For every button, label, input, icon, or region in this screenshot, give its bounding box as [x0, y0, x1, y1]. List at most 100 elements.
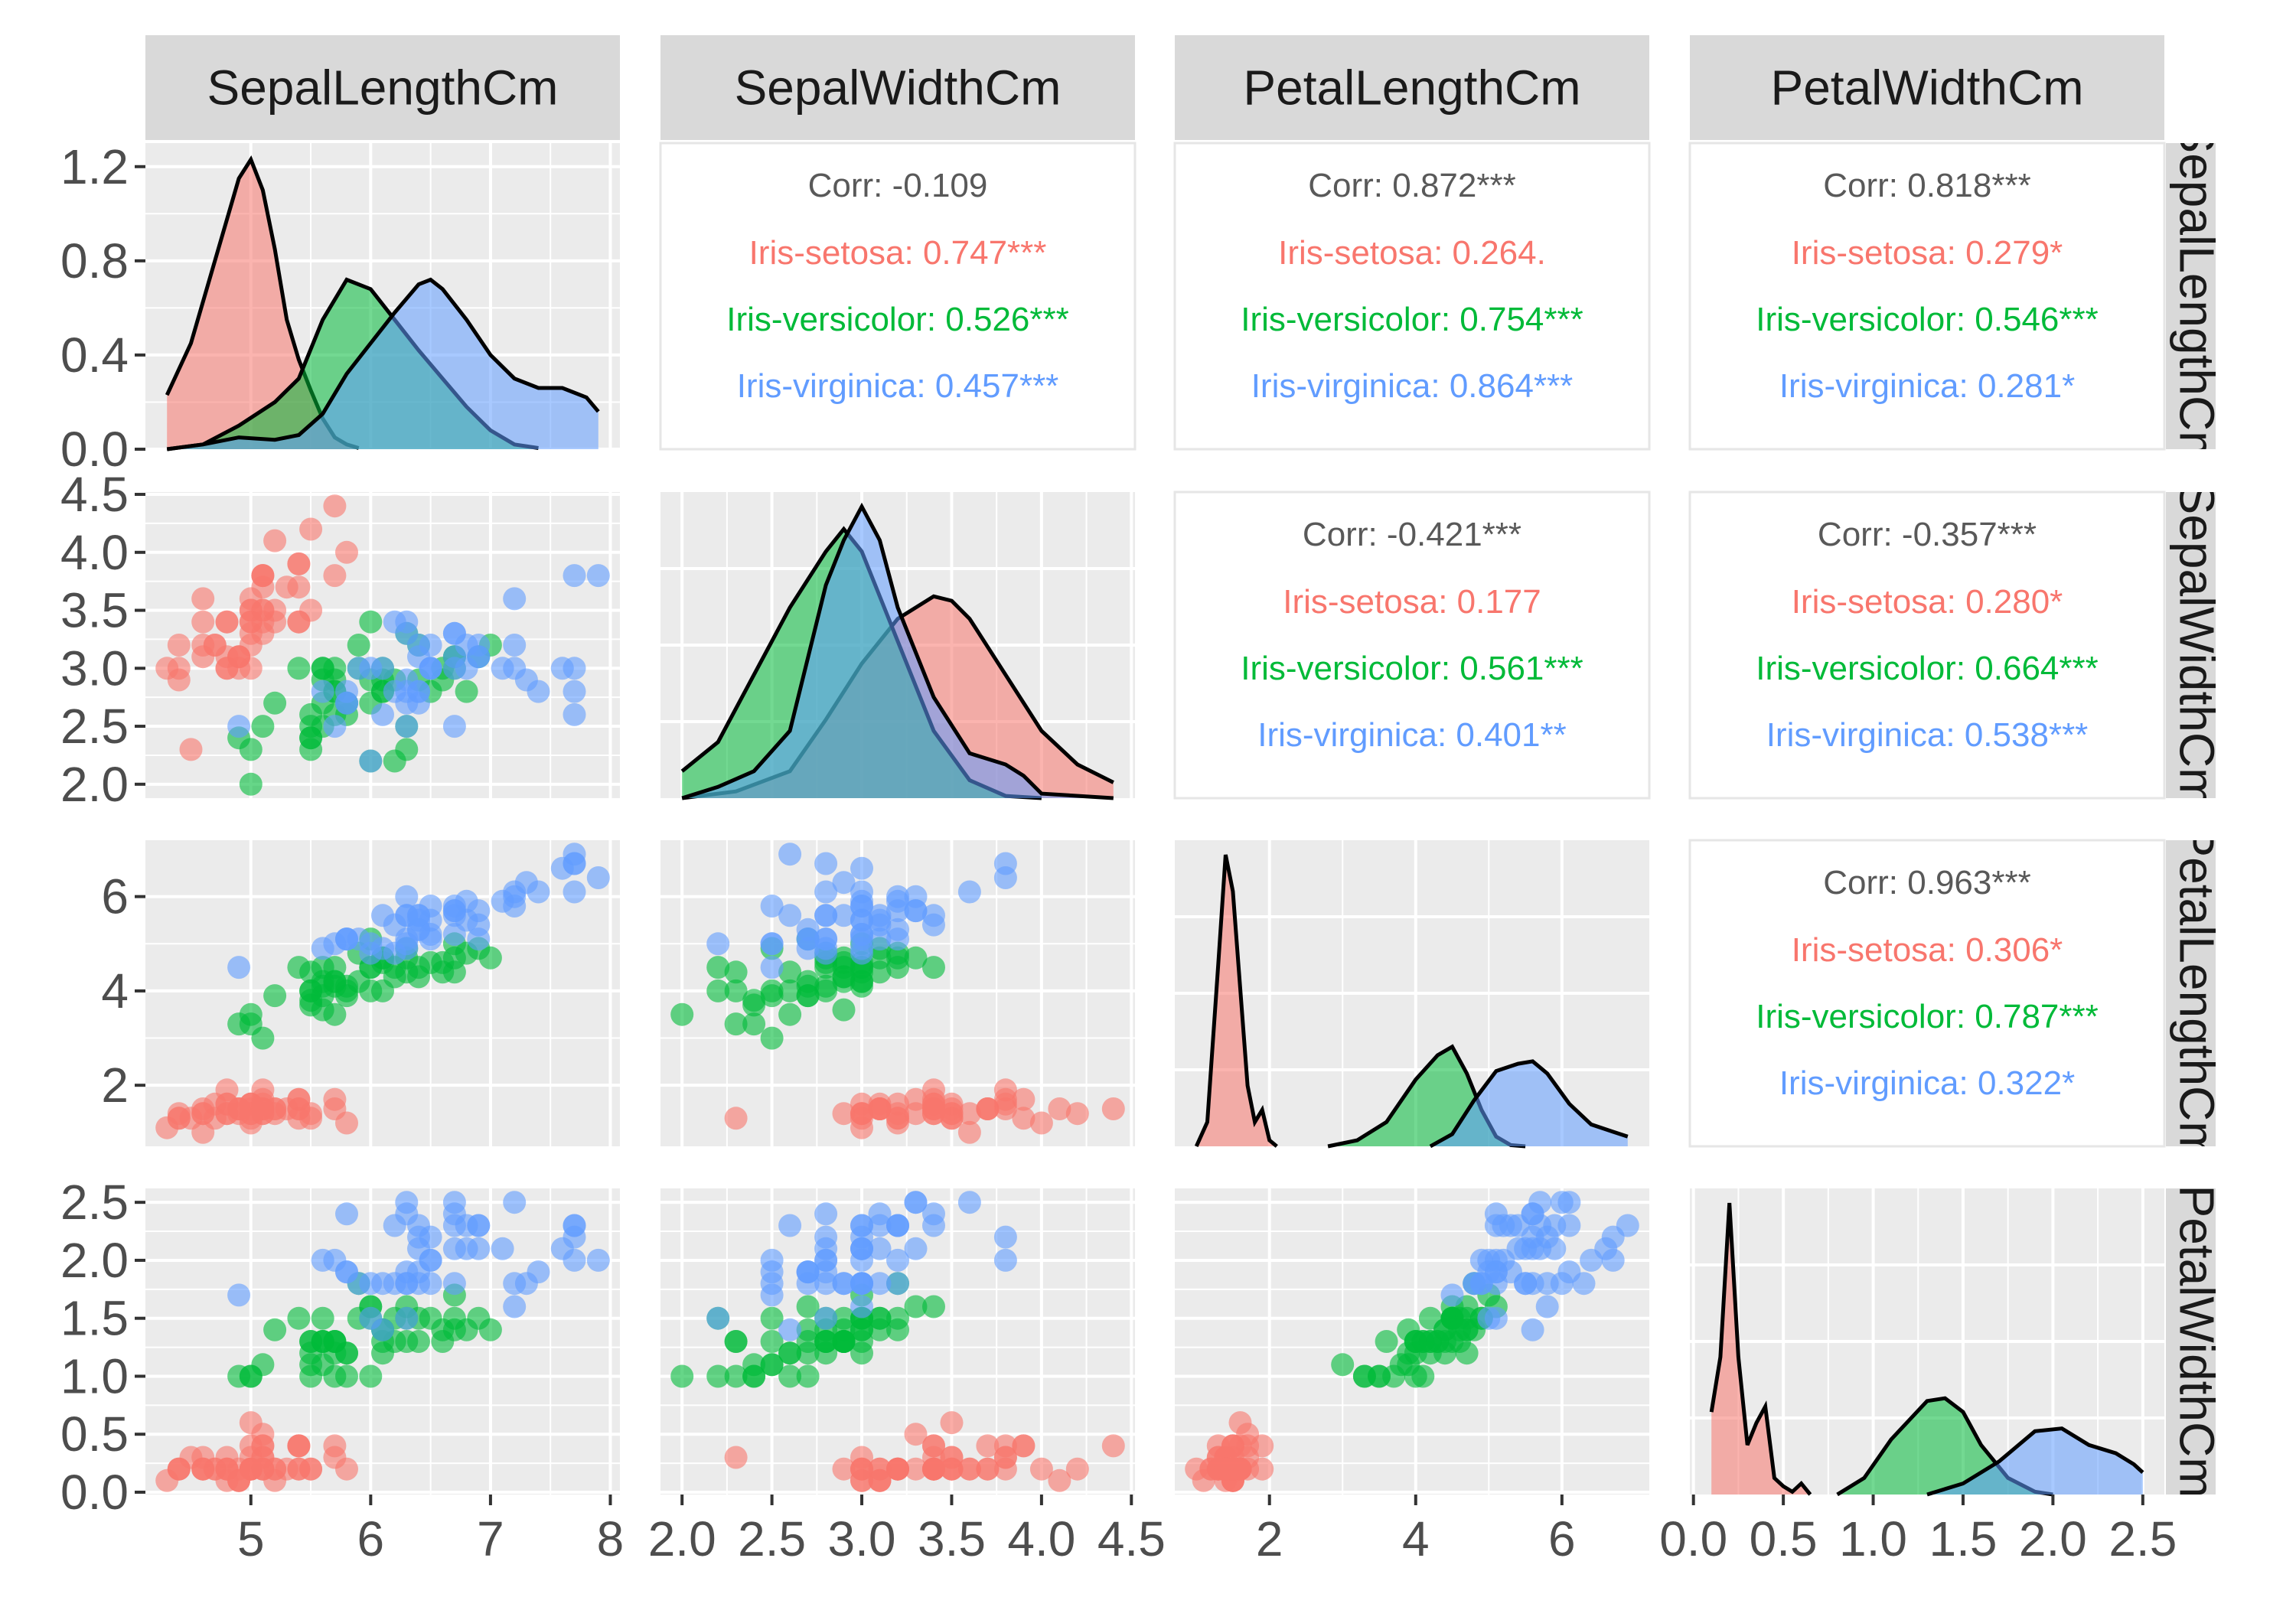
x-tick-label: 2: [1256, 1511, 1283, 1566]
panel-PetalWidthCm-PetalLengthCm: [1175, 1188, 1649, 1495]
y-axis-PetalWidthCm: 0.00.51.01.52.02.5: [60, 1175, 145, 1520]
point-Iris-virginica: [904, 1191, 928, 1214]
x-tick-label: 6: [1548, 1511, 1576, 1566]
panel-PetalWidthCm-SepalLengthCm: [145, 1188, 620, 1495]
point-Iris-setosa: [832, 1102, 856, 1126]
point-Iris-virginica: [850, 1214, 873, 1237]
point-Iris-setosa: [215, 1102, 239, 1126]
point-Iris-virginica: [904, 899, 928, 923]
point-Iris-setosa: [1101, 1097, 1125, 1120]
point-Iris-virginica: [467, 927, 491, 951]
point-Iris-versicolor: [323, 1002, 347, 1026]
point-Iris-virginica: [850, 880, 873, 904]
point-Iris-virginica: [311, 937, 334, 960]
point-Iris-setosa: [832, 1457, 856, 1481]
corr-Iris-setosa: Iris-setosa: 0.264.: [1278, 234, 1546, 272]
point-Iris-versicolor: [724, 1364, 748, 1388]
density-line-Iris-virginica: [681, 502, 1114, 800]
strip-background: [145, 35, 620, 140]
x-tick-label: 8: [597, 1511, 625, 1566]
point-Iris-setosa: [191, 1102, 215, 1126]
point-Iris-virginica: [335, 1202, 358, 1226]
point-Iris-virginica: [395, 932, 419, 956]
point-Iris-versicolor: [760, 1330, 784, 1353]
density-line-Iris-setosa: [1709, 1202, 1812, 1496]
point-Iris-setosa: [239, 1457, 263, 1481]
point-Iris-virginica: [503, 634, 527, 657]
point-Iris-versicolor: [442, 946, 466, 970]
panel-SepalWidthCm-SepalLengthCm: [145, 492, 620, 798]
y-tick-label: 1.5: [60, 1291, 129, 1346]
point-Iris-virginica: [467, 1237, 491, 1260]
point-Iris-versicolor: [742, 1012, 766, 1036]
point-Iris-setosa: [323, 494, 347, 518]
point-Iris-virginica: [442, 657, 466, 680]
column-strip-label: PetalWidthCm: [1771, 60, 2084, 116]
corr-panel-border: [1688, 491, 2166, 800]
y-axis-SepalWidthCm: 2.02.53.03.54.04.5: [60, 467, 145, 812]
corr-panel-border: [1173, 491, 1651, 800]
corr-Iris-setosa: Iris-setosa: 0.279*: [1792, 234, 2063, 272]
point-Iris-virginica: [1535, 1295, 1559, 1319]
point-Iris-virginica: [814, 904, 838, 927]
point-Iris-setosa: [299, 1457, 323, 1481]
point-Iris-versicolor: [1455, 1341, 1479, 1365]
point-Iris-virginica: [347, 927, 370, 951]
panel-PetalLengthCm-PetalLengthCm: [1175, 840, 1649, 1149]
y-axis-SepalLengthCm: 0.0 0.4 0.8 1.2: [60, 139, 145, 477]
point-Iris-versicolor: [251, 1353, 275, 1377]
x-tick-label: 2.0: [648, 1511, 716, 1566]
point-Iris-virginica: [383, 610, 406, 634]
point-Iris-setosa: [1012, 1107, 1035, 1130]
x-tick-label: 1.5: [1929, 1511, 1997, 1566]
point-Iris-versicolor: [904, 946, 928, 970]
point-Iris-virginica: [442, 715, 466, 738]
point-Iris-virginica: [957, 880, 981, 904]
point-Iris-virginica: [442, 923, 466, 946]
corr-panel-PetalLengthCm-PetalWidthCm: Corr: 0.963*** Iris-setosa: 0.306* Iris-ve…: [1688, 839, 2166, 1148]
point-Iris-setosa: [940, 1411, 964, 1435]
point-Iris-versicolor: [850, 1341, 873, 1365]
point-Iris-setosa: [922, 1434, 945, 1458]
point-Iris-virginica: [1514, 1272, 1538, 1296]
point-Iris-setosa: [904, 1102, 928, 1126]
point-Iris-virginica: [832, 871, 856, 895]
point-Iris-setosa: [167, 1107, 191, 1130]
panel-PetalWidthCm-SepalWidthCm: [660, 1188, 1135, 1495]
point-Iris-virginica: [395, 715, 419, 738]
corr-Iris-virginica: Iris-virginica: 0.401**: [1257, 716, 1567, 754]
point-Iris-virginica: [814, 1306, 838, 1330]
point-Iris-versicolor: [724, 960, 748, 984]
point-Iris-setosa: [724, 1446, 748, 1469]
point-Iris-versicolor: [1331, 1353, 1355, 1377]
point-Iris-versicolor: [832, 1306, 856, 1330]
strip-background: [1690, 35, 2164, 140]
point-Iris-virginica: [814, 1260, 838, 1284]
point-Iris-versicolor: [287, 1306, 311, 1330]
point-Iris-setosa: [868, 1468, 892, 1492]
point-Iris-setosa: [904, 1457, 928, 1481]
y-tick-label: 0.8: [60, 233, 129, 288]
point-Iris-virginica: [760, 956, 784, 980]
x-tick-label: 1.0: [1839, 1511, 1907, 1566]
x-tick-label: 0.5: [1750, 1511, 1818, 1566]
density-area-Iris-virginica: [1927, 1428, 2143, 1495]
point-Iris-virginica: [503, 1191, 527, 1214]
x-tick-label: 2.5: [738, 1511, 806, 1566]
point-Iris-virginica: [563, 564, 586, 588]
point-Iris-setosa: [1251, 1434, 1274, 1458]
corr-overall: Corr: -0.109: [808, 167, 988, 204]
point-Iris-setosa: [1048, 1468, 1071, 1492]
point-Iris-versicolor: [347, 634, 370, 657]
point-Iris-virginica: [227, 715, 251, 738]
y-tick-label: 0.4: [60, 328, 129, 383]
point-Iris-versicolor: [796, 1330, 820, 1353]
point-Iris-virginica: [814, 852, 838, 875]
point-Iris-setosa: [1048, 1097, 1071, 1120]
point-Iris-virginica: [1557, 1260, 1581, 1284]
point-Iris-versicolor: [796, 1364, 820, 1388]
point-Iris-setosa: [275, 575, 298, 599]
density-area-Iris-setosa: [1711, 1203, 1811, 1495]
point-Iris-setosa: [940, 1446, 964, 1469]
